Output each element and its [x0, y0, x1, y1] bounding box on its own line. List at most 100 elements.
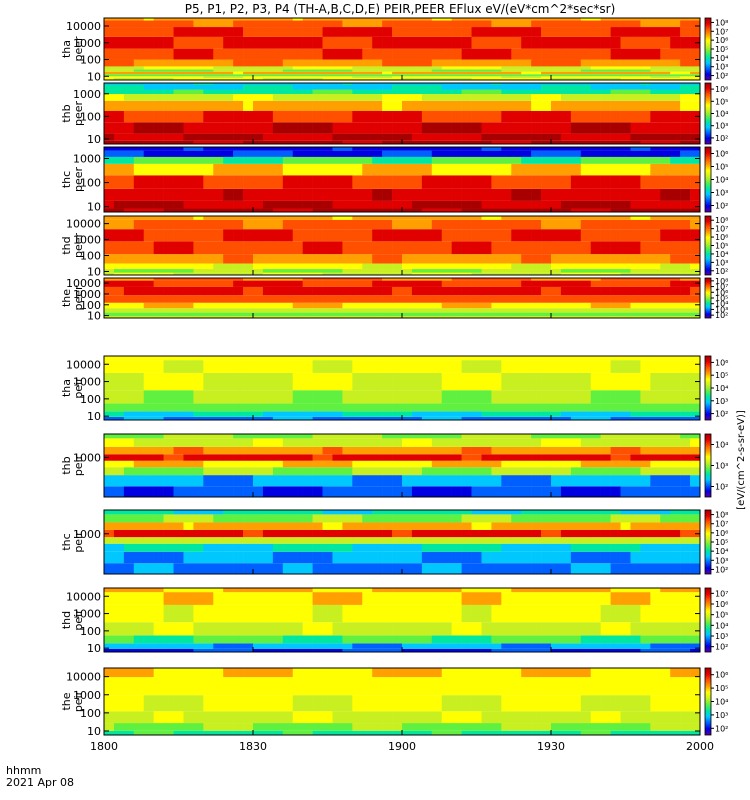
- heatmap-cell: [213, 643, 224, 649]
- heatmap-cell: [113, 643, 125, 649]
- heatmap-cell: [680, 163, 691, 176]
- heatmap-cell: [650, 286, 661, 296]
- heatmap-cell: [312, 71, 323, 75]
- heatmap-cell: [173, 460, 184, 468]
- heatmap-cell: [352, 156, 363, 164]
- heatmap-cell: [292, 446, 303, 455]
- heatmap-cell: [660, 438, 671, 447]
- heatmap-cell: [342, 59, 353, 67]
- heatmap-cell: [302, 140, 313, 144]
- heatmap-cell: [451, 411, 462, 417]
- heatmap-cell: [580, 723, 592, 731]
- heatmap-cell: [481, 18, 492, 21]
- heatmap-cell: [411, 403, 423, 412]
- heatmap-cell: [620, 66, 631, 70]
- heatmap-cell: [382, 36, 393, 49]
- heatmap-cell: [233, 460, 244, 468]
- heatmap-cell: [590, 537, 601, 544]
- heatmap-cell: [451, 308, 462, 313]
- heatmap-cell: [580, 316, 592, 318]
- heatmap-cell: [233, 316, 244, 318]
- heatmap-cell: [153, 529, 164, 538]
- heatmap-cell: [521, 537, 532, 544]
- heatmap-cell: [113, 522, 125, 530]
- heatmap-cell: [580, 122, 592, 134]
- heatmap-cell: [213, 71, 224, 75]
- heatmap-cell: [680, 241, 691, 255]
- heatmap-cell: [362, 219, 373, 230]
- heatmap-cell: [471, 604, 482, 623]
- heatmap-cell: [690, 308, 701, 313]
- heatmap-cell: [660, 18, 671, 21]
- heatmap-cell: [272, 475, 284, 487]
- heatmap-cell: [113, 175, 125, 189]
- heatmap-cell: [511, 84, 522, 90]
- heatmap-cell: [620, 140, 631, 144]
- heatmap-cell: [590, 460, 601, 468]
- heatmap-cell: [421, 643, 433, 649]
- heatmap-cell: [560, 446, 572, 455]
- heatmap-cell: [342, 18, 353, 21]
- heatmap-cell: [551, 711, 562, 724]
- heatmap-cell: [580, 604, 592, 623]
- heatmap-cell: [113, 93, 125, 101]
- heatmap-cell: [411, 71, 423, 75]
- heatmap-cell: [153, 416, 164, 420]
- heatmap-cell: [531, 20, 542, 28]
- heatmap-cell: [402, 438, 413, 447]
- heatmap-cell: [620, 27, 631, 37]
- heatmap-cell: [580, 219, 592, 230]
- heatmap-cell: [541, 563, 552, 574]
- heatmap-cell: [690, 356, 701, 361]
- heatmap-cell: [292, 467, 303, 476]
- heatmap-cell: [104, 208, 115, 212]
- y-axis-label: the: [60, 289, 73, 307]
- heatmap-cell: [570, 467, 582, 476]
- heatmap-cell: [163, 140, 174, 144]
- heatmap-cell: [600, 175, 611, 189]
- heatmap-cell: [223, 403, 234, 412]
- y-tick-label: 10000: [66, 358, 101, 371]
- heatmap-cell: [382, 308, 393, 313]
- heatmap-cell: [441, 286, 452, 296]
- heatmap-cell: [133, 208, 145, 212]
- heatmap-cell: [104, 84, 115, 90]
- heatmap-cell: [243, 83, 254, 85]
- heatmap-cell: [610, 312, 621, 317]
- heatmap-cell: [392, 522, 403, 530]
- heatmap-cell: [153, 84, 164, 90]
- heatmap-cell: [610, 163, 621, 176]
- heatmap-cell: [352, 390, 363, 404]
- colorbar-tick-label: 10³: [715, 397, 728, 406]
- heatmap-cell: [570, 723, 582, 731]
- heatmap-cell: [551, 592, 562, 605]
- heatmap-cell: [441, 635, 452, 644]
- heatmap-cell: [272, 48, 284, 60]
- heatmap-cell: [600, 77, 611, 80]
- heatmap-cell: [292, 241, 303, 255]
- heatmap-cell: [431, 514, 443, 523]
- heatmap-cell: [332, 18, 343, 21]
- heatmap-cell: [223, 175, 234, 189]
- heatmap-cell: [153, 69, 164, 72]
- colorbar-tick-label: 10⁴: [715, 110, 728, 119]
- heatmap-cell: [253, 438, 264, 447]
- heatmap-cell: [551, 286, 562, 296]
- heatmap-cell: [292, 295, 303, 303]
- heatmap-cell: [223, 263, 234, 270]
- heatmap-cell: [461, 122, 472, 134]
- heatmap-cell: [272, 454, 284, 461]
- heatmap-cell: [670, 411, 681, 417]
- heatmap-cell: [590, 241, 601, 255]
- heatmap-cell: [670, 563, 681, 574]
- heatmap-cell: [153, 312, 164, 317]
- heatmap-cell: [690, 84, 701, 90]
- heatmap-cell: [610, 514, 621, 523]
- heatmap-cell: [272, 622, 284, 636]
- heatmap-cell: [551, 312, 562, 317]
- heatmap-cell: [570, 163, 582, 176]
- heatmap-cell: [133, 122, 145, 134]
- heatmap-cell: [640, 390, 651, 404]
- heatmap-cell: [302, 604, 313, 623]
- heatmap-cell: [292, 216, 303, 220]
